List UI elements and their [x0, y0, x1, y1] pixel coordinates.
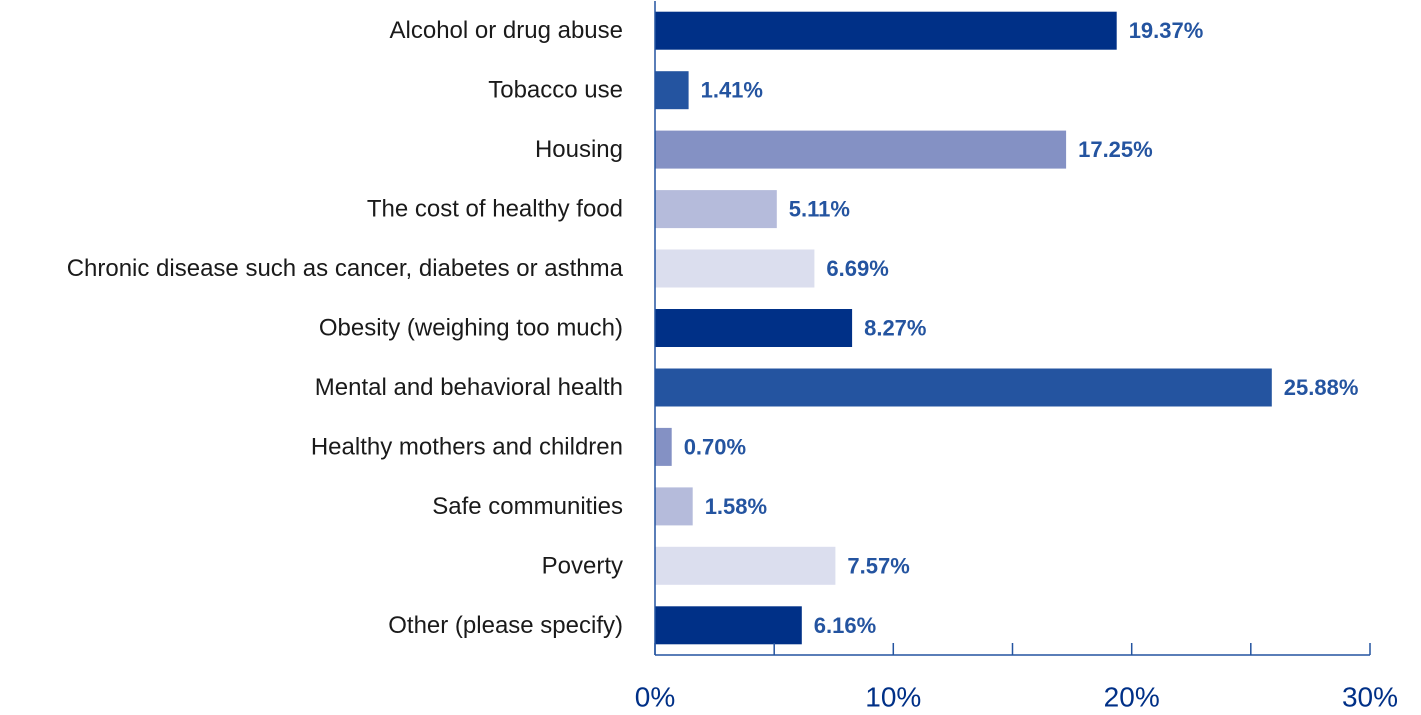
bar [655, 71, 689, 110]
bar [655, 249, 815, 288]
value-label: 25.88% [1284, 375, 1359, 400]
bar [655, 368, 1272, 407]
category-label: Other (please specify) [388, 612, 623, 639]
value-label: 6.16% [814, 613, 876, 638]
bar [655, 606, 802, 645]
x-tick-label: 20% [1104, 681, 1160, 712]
value-label: 5.11% [789, 197, 850, 222]
x-tick-label: 0% [635, 681, 675, 712]
x-tick-label: 30% [1342, 681, 1398, 712]
value-label: 6.69% [826, 256, 888, 281]
value-label: 7.57% [847, 553, 909, 578]
category-label: Mental and behavioral health [315, 374, 623, 401]
category-label: The cost of healthy food [367, 196, 623, 223]
bar [655, 190, 777, 229]
category-label: Healthy mothers and children [311, 433, 623, 460]
bar [655, 487, 693, 526]
category-label: Poverty [542, 552, 623, 579]
bar [655, 309, 853, 347]
category-label: Chronic disease such as cancer, diabetes… [67, 255, 624, 282]
category-label: Tobacco use [488, 77, 623, 104]
bar [655, 546, 836, 585]
x-tick-label: 10% [865, 681, 921, 712]
category-label: Obesity (weighing too much) [319, 315, 623, 342]
category-label: Safe communities [432, 493, 623, 520]
value-label: 19.37% [1129, 18, 1204, 43]
bar [655, 427, 672, 466]
bar [655, 11, 1117, 50]
category-label: Alcohol or drug abuse [390, 17, 623, 44]
value-label: 8.27% [864, 316, 926, 341]
value-label: 1.58% [705, 494, 767, 519]
bar [655, 130, 1067, 169]
value-label: 17.25% [1078, 137, 1153, 162]
category-label: Housing [535, 136, 623, 163]
value-label: 0.70% [684, 434, 746, 459]
value-label: 1.41% [701, 78, 763, 103]
